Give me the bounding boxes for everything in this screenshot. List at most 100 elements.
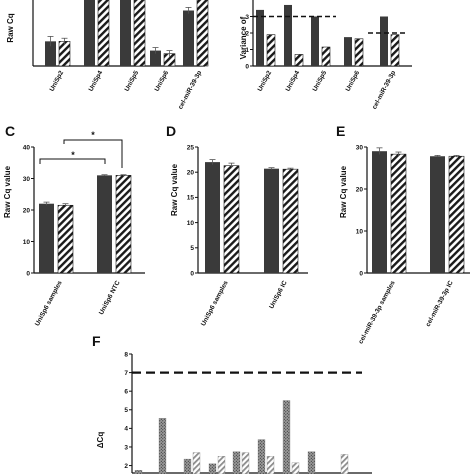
panel-b-category-label: UniSp5 <box>312 69 329 92</box>
panel-b-category-label: UniSp2 <box>257 69 274 92</box>
panel-b-category-label: cel-miR-39-3p <box>371 70 397 111</box>
panel-a-bar <box>45 41 56 66</box>
panel-f-bar <box>282 400 291 474</box>
panel-letter-f: F <box>92 333 101 349</box>
panel-c-y-tick-label: 10 <box>23 239 31 246</box>
panel-d-bar <box>223 165 240 274</box>
panel-e-bar <box>430 156 445 273</box>
panel-f-bar <box>307 451 316 474</box>
panel-b-bar <box>266 34 276 67</box>
panel-b-bar <box>344 37 352 66</box>
significance-bracket <box>39 158 106 164</box>
panel-e-y-tick-label: 10 <box>356 228 364 235</box>
panel-f-bar <box>340 454 349 474</box>
panel-b-bar <box>256 9 264 66</box>
significance-star: * <box>71 150 75 160</box>
panel-a-bar <box>97 0 110 67</box>
panel-d-category-label: UniSp6 IC <box>268 279 289 310</box>
panel-f-y-tick-label: 6 <box>124 388 128 395</box>
panel-f-bar <box>257 439 266 474</box>
panel-f-bar <box>134 470 143 474</box>
panel-letter-e: E <box>336 123 345 139</box>
panel-b-ylabel: Variance of <box>239 16 248 59</box>
panel-d-bar <box>282 168 299 274</box>
panel-c-bar <box>39 203 54 273</box>
panel-d-category-label: UniSp6 samples <box>200 279 230 327</box>
panel-f-bar <box>158 417 167 474</box>
panel-b-bar <box>321 46 331 67</box>
panel-b-bar <box>380 16 388 66</box>
panel-a-bar <box>120 0 131 67</box>
panel-a-category-label: UniSp6 <box>154 69 171 92</box>
panel-b-category-label: UniSp4 <box>285 69 302 92</box>
panel-b-y-tick-label: 1 <box>245 47 249 54</box>
panel-d-y-tick-label: 20 <box>187 170 195 177</box>
panel-a-bar <box>183 10 194 66</box>
panel-f-bar <box>266 456 275 474</box>
panel-a-bar <box>133 0 146 67</box>
panel-f-bar <box>183 458 192 474</box>
panel-f-bar <box>241 452 250 474</box>
significance-bracket <box>63 139 123 168</box>
panel-f-bar <box>192 452 201 474</box>
panel-a-bar <box>58 41 71 67</box>
panel-f-y-tick-label: 7 <box>124 370 128 377</box>
panel-b-y-tick-label: 3 <box>245 14 249 21</box>
panel-a-bar <box>196 0 209 67</box>
panel-f-y-tick-label: 3 <box>124 444 128 451</box>
panel-c-y-tick-label: 30 <box>23 176 31 183</box>
panel-d-y-tick-label: 25 <box>187 144 195 151</box>
panel-a-category-label: cel-miR-39-3p <box>177 70 203 111</box>
chart-marks: UniSp2 UniSp4 UniSp5 UniSp6 cel-miR-39-3p 3 2 1… <box>23 0 470 474</box>
panel-f-y-tick-label: 5 <box>124 407 128 414</box>
panel-c-y-tick-label: 40 <box>23 144 31 151</box>
panel-c-bar <box>97 175 112 273</box>
panel-f-y-tick-label: 2 <box>124 463 128 470</box>
panel-b-y-tick-label: 2 <box>245 30 249 37</box>
panel-e-y-tick-label: 30 <box>356 144 364 151</box>
panel-d-ylabel: Raw Cq value <box>170 163 179 216</box>
significance-star: * <box>91 130 95 140</box>
panel-e-y-tick-label: 20 <box>356 186 364 193</box>
panel-f-bar <box>208 463 217 474</box>
panel-b-bar <box>284 4 292 66</box>
panel-letter-c: C <box>5 123 15 139</box>
panel-b-bar <box>311 16 319 66</box>
panel-a-category-label: UniSp5 <box>124 69 141 92</box>
panel-e-y-tick-label: 0 <box>359 270 363 277</box>
panel-f-y-tick-label: 8 <box>124 351 128 358</box>
panel-c-ylabel: Raw Cq value <box>3 165 12 218</box>
panel-b-bar <box>354 38 364 67</box>
panel-f-y-tick-label: 4 <box>124 426 128 433</box>
panel-b-bar <box>294 54 304 67</box>
panel-a-bar <box>84 0 95 67</box>
panel-a-ylabel: Raw Cq <box>6 13 15 42</box>
panel-f-ylabel: ΔCq <box>96 432 105 449</box>
panel-a-bar <box>150 50 161 66</box>
panel-e-category-label: cel-miR-39-3p IC <box>425 279 455 328</box>
panel-e-ylabel: Raw Cq value <box>339 165 348 218</box>
panel-f-bar <box>291 462 300 474</box>
panel-e-bar <box>390 153 407 274</box>
panel-c-y-tick-label: 20 <box>23 207 31 214</box>
panel-f-bar <box>217 456 226 474</box>
panel-c-bar <box>115 175 132 274</box>
panel-c-bar <box>57 204 74 274</box>
panel-e-category-label: cel-miR-39-3p samples <box>358 279 397 345</box>
panel-b-bar <box>390 34 400 67</box>
panel-f-bar <box>232 451 241 474</box>
panel-a-category-label: UniSp2 <box>49 69 66 92</box>
panel-c-y-tick-label: 0 <box>26 270 30 277</box>
panel-a-category-label: UniSp4 <box>88 69 105 92</box>
panel-d-y-tick-label: 10 <box>187 220 195 227</box>
panel-d-bar <box>205 162 220 273</box>
panel-d-bar <box>264 168 279 273</box>
panel-c-category-label: UniSp6 NTC <box>98 279 122 316</box>
panel-d-y-tick-label: 15 <box>187 195 195 202</box>
panel-e-bar <box>448 155 465 274</box>
panel-e-bar <box>372 151 387 273</box>
panel-b-category-label: UniSp6 <box>345 69 362 92</box>
panel-letter-d: D <box>166 123 176 139</box>
panel-b-y-tick-label: 0 <box>245 63 249 70</box>
